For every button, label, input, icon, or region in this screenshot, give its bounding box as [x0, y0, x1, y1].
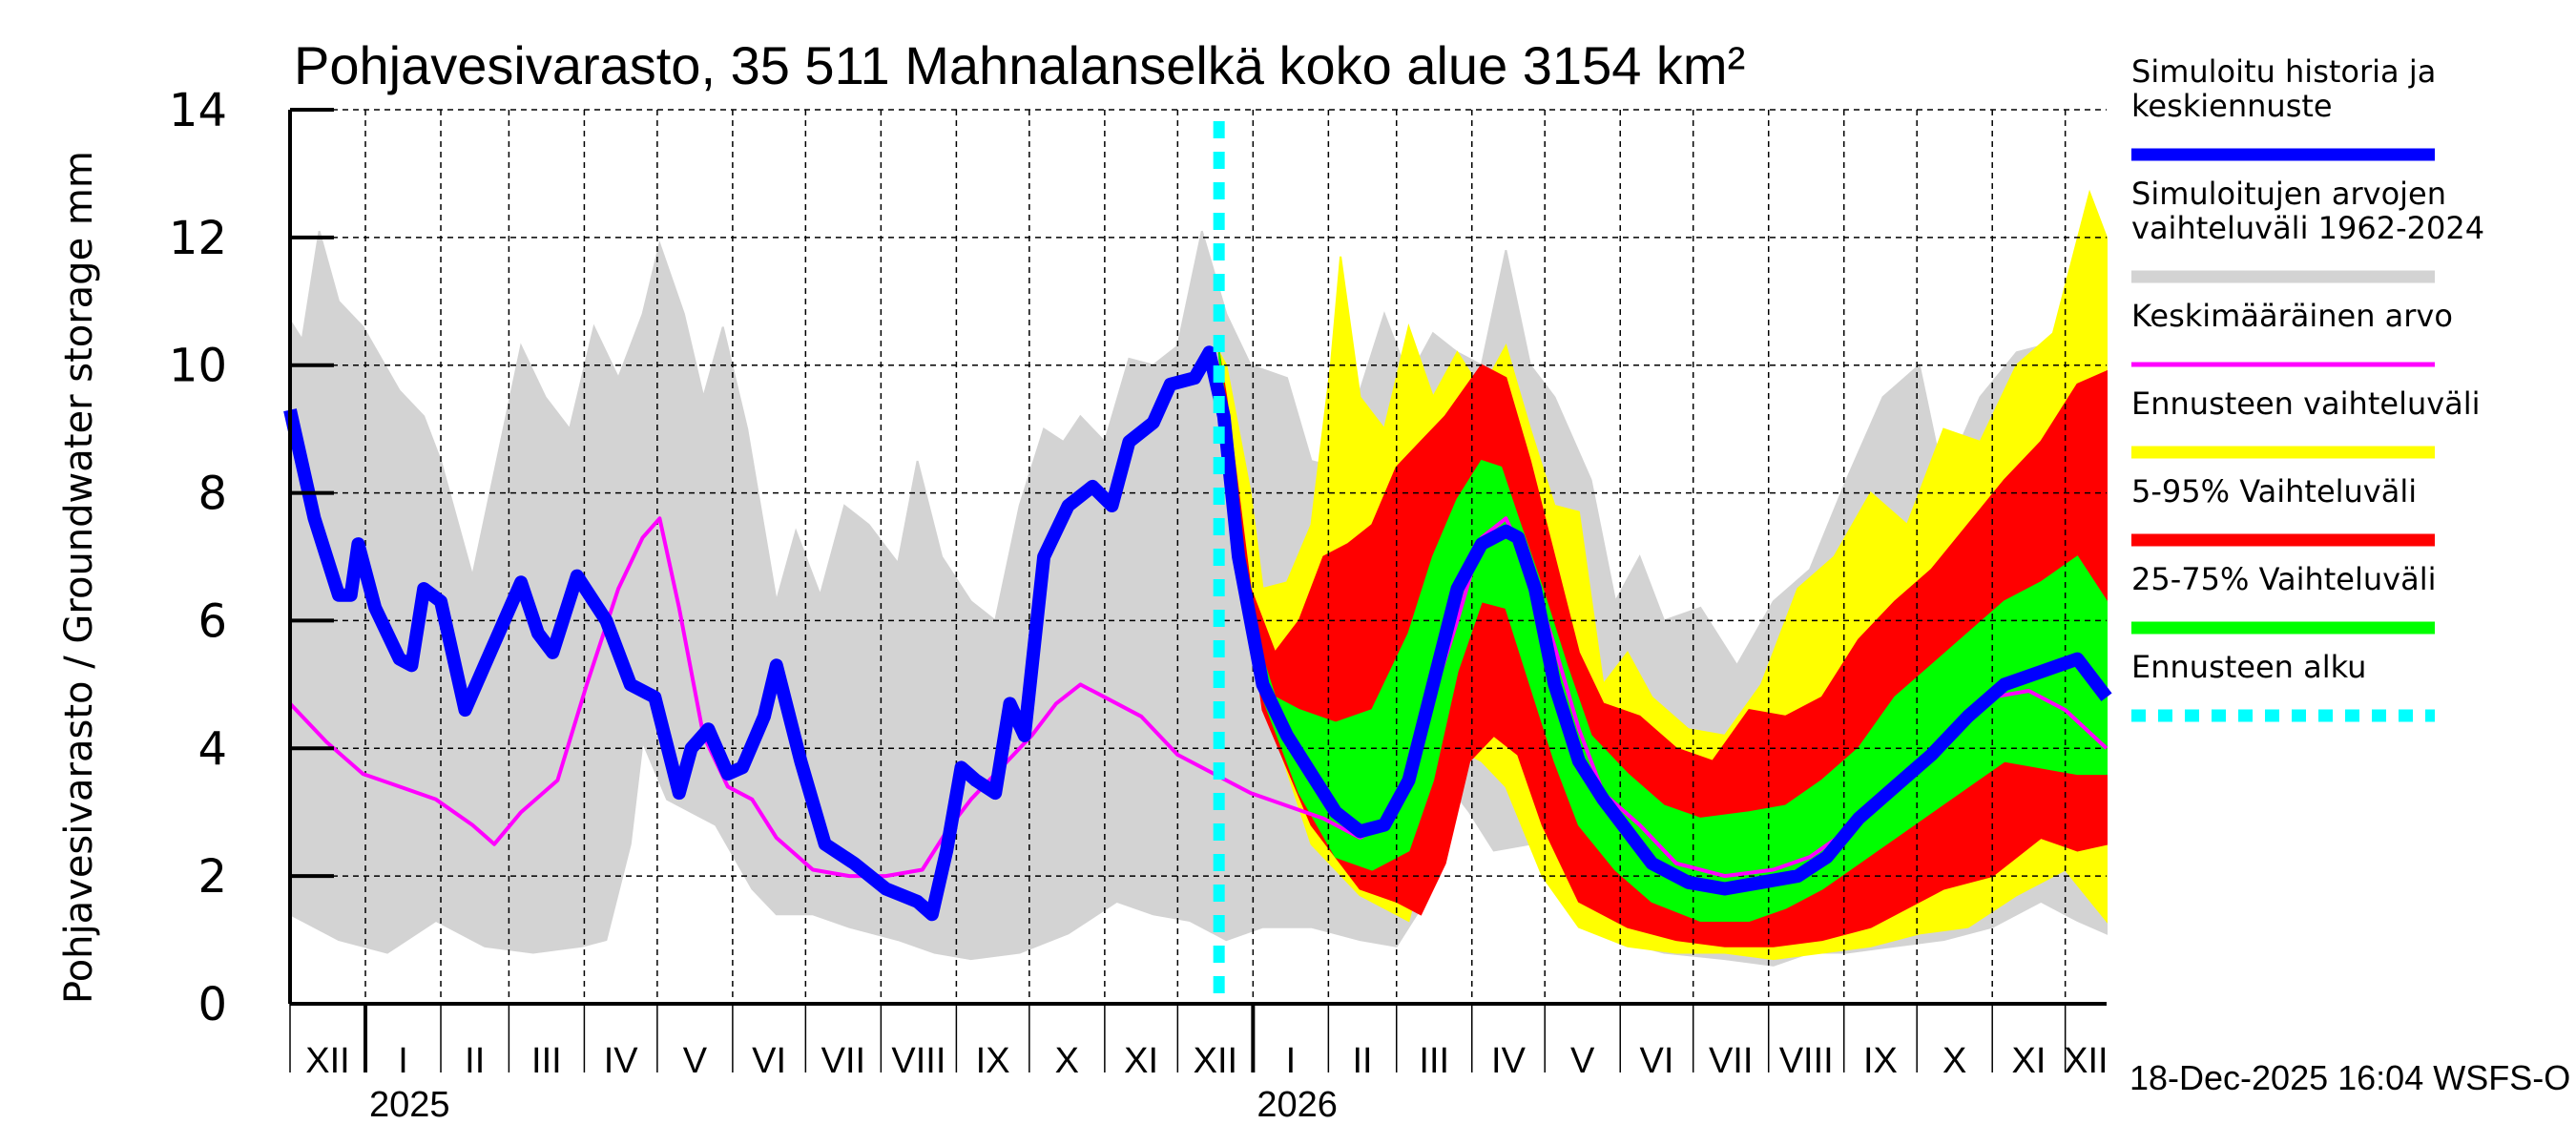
legend-item-p5_95: 5-95% Vaihteluväli — [2131, 473, 2435, 547]
year-label: 2026 — [1257, 1085, 1338, 1125]
x-tick-label: XI — [1124, 1041, 1158, 1081]
x-tick-label: XII — [1194, 1041, 1237, 1081]
y-tick-label: 6 — [197, 594, 227, 648]
x-tick-label: XII — [2064, 1041, 2108, 1081]
y-tick-label: 14 — [169, 84, 227, 137]
legend-label: 25-75% Vaihteluväli — [2131, 561, 2436, 597]
x-tick-label: I — [1286, 1041, 1297, 1081]
x-tick-label: V — [683, 1041, 708, 1081]
x-tick-label: IX — [976, 1041, 1010, 1081]
x-tick-label: IV — [604, 1041, 639, 1081]
x-tick-label: IX — [1863, 1041, 1898, 1081]
legend-item-fc_start: Ennusteen alku — [2131, 649, 2435, 722]
x-tick-label: II — [465, 1041, 485, 1081]
legend-item-fc_range: Ennusteen vaihteluväli — [2131, 385, 2481, 459]
simulated-line — [283, 345, 2112, 922]
x-tick-label: III — [1419, 1041, 1449, 1081]
legend-label: vaihteluväli 1962-2024 — [2131, 210, 2484, 246]
x-tick-label: VI — [752, 1041, 786, 1081]
legend-label: Simuloitu historia ja — [2131, 53, 2436, 90]
x-tick-label: X — [1942, 1041, 1966, 1081]
timestamp: 18-Dec-2025 16:04 WSFS-O — [2129, 1058, 2570, 1097]
x-tick-label: II — [1352, 1041, 1372, 1081]
x-tick-label: VI — [1640, 1041, 1674, 1081]
legend-label: 5-95% Vaihteluväli — [2131, 473, 2417, 510]
chart-title: Pohjavesivarasto, 35 511 Mahnalanselkä k… — [294, 35, 1745, 95]
y-tick-label: 2 — [197, 850, 227, 904]
x-tick-label: VIII — [1779, 1041, 1834, 1081]
y-tick-label: 0 — [197, 978, 227, 1031]
legend: Simuloitu historia jakeskiennusteSimuloi… — [2131, 53, 2484, 722]
x-tick-label: XII — [305, 1041, 349, 1081]
x-tick-label: VIII — [891, 1041, 945, 1081]
y-tick-label: 10 — [169, 340, 227, 393]
legend-item-p25_75: 25-75% Vaihteluväli — [2131, 561, 2436, 635]
y-tick-label: 4 — [197, 722, 227, 776]
x-tick-label: V — [1570, 1041, 1595, 1081]
x-tick-label: I — [398, 1041, 408, 1081]
y-tick-label: 12 — [169, 212, 227, 265]
x-tick-label: VII — [1709, 1041, 1753, 1081]
x-tick-label: III — [531, 1041, 562, 1081]
y-axis-label: Pohjavesivarasto / Groundwater storage m… — [57, 151, 101, 1004]
legend-item-mean: Keskimääräinen arvo — [2131, 298, 2453, 367]
x-tick-label: X — [1055, 1041, 1079, 1081]
legend-label: Ennusteen alku — [2131, 649, 2366, 685]
legend-label: keskiennuste — [2131, 88, 2333, 124]
legend-label: Ennusteen vaihteluväli — [2131, 385, 2481, 422]
legend-label: Simuloitujen arvojen — [2131, 176, 2446, 212]
band-25-75-vaihteluv-li — [1217, 352, 2108, 922]
x-tick-label: XI — [2011, 1041, 2046, 1081]
x-tick-label: IV — [1491, 1041, 1527, 1081]
year-label: 2025 — [369, 1085, 450, 1125]
y-tick-label: 8 — [197, 468, 227, 521]
x-tick-label: VII — [821, 1041, 865, 1081]
lines-layer — [283, 121, 2112, 1004]
legend-label: Keskimääräinen arvo — [2131, 298, 2453, 334]
